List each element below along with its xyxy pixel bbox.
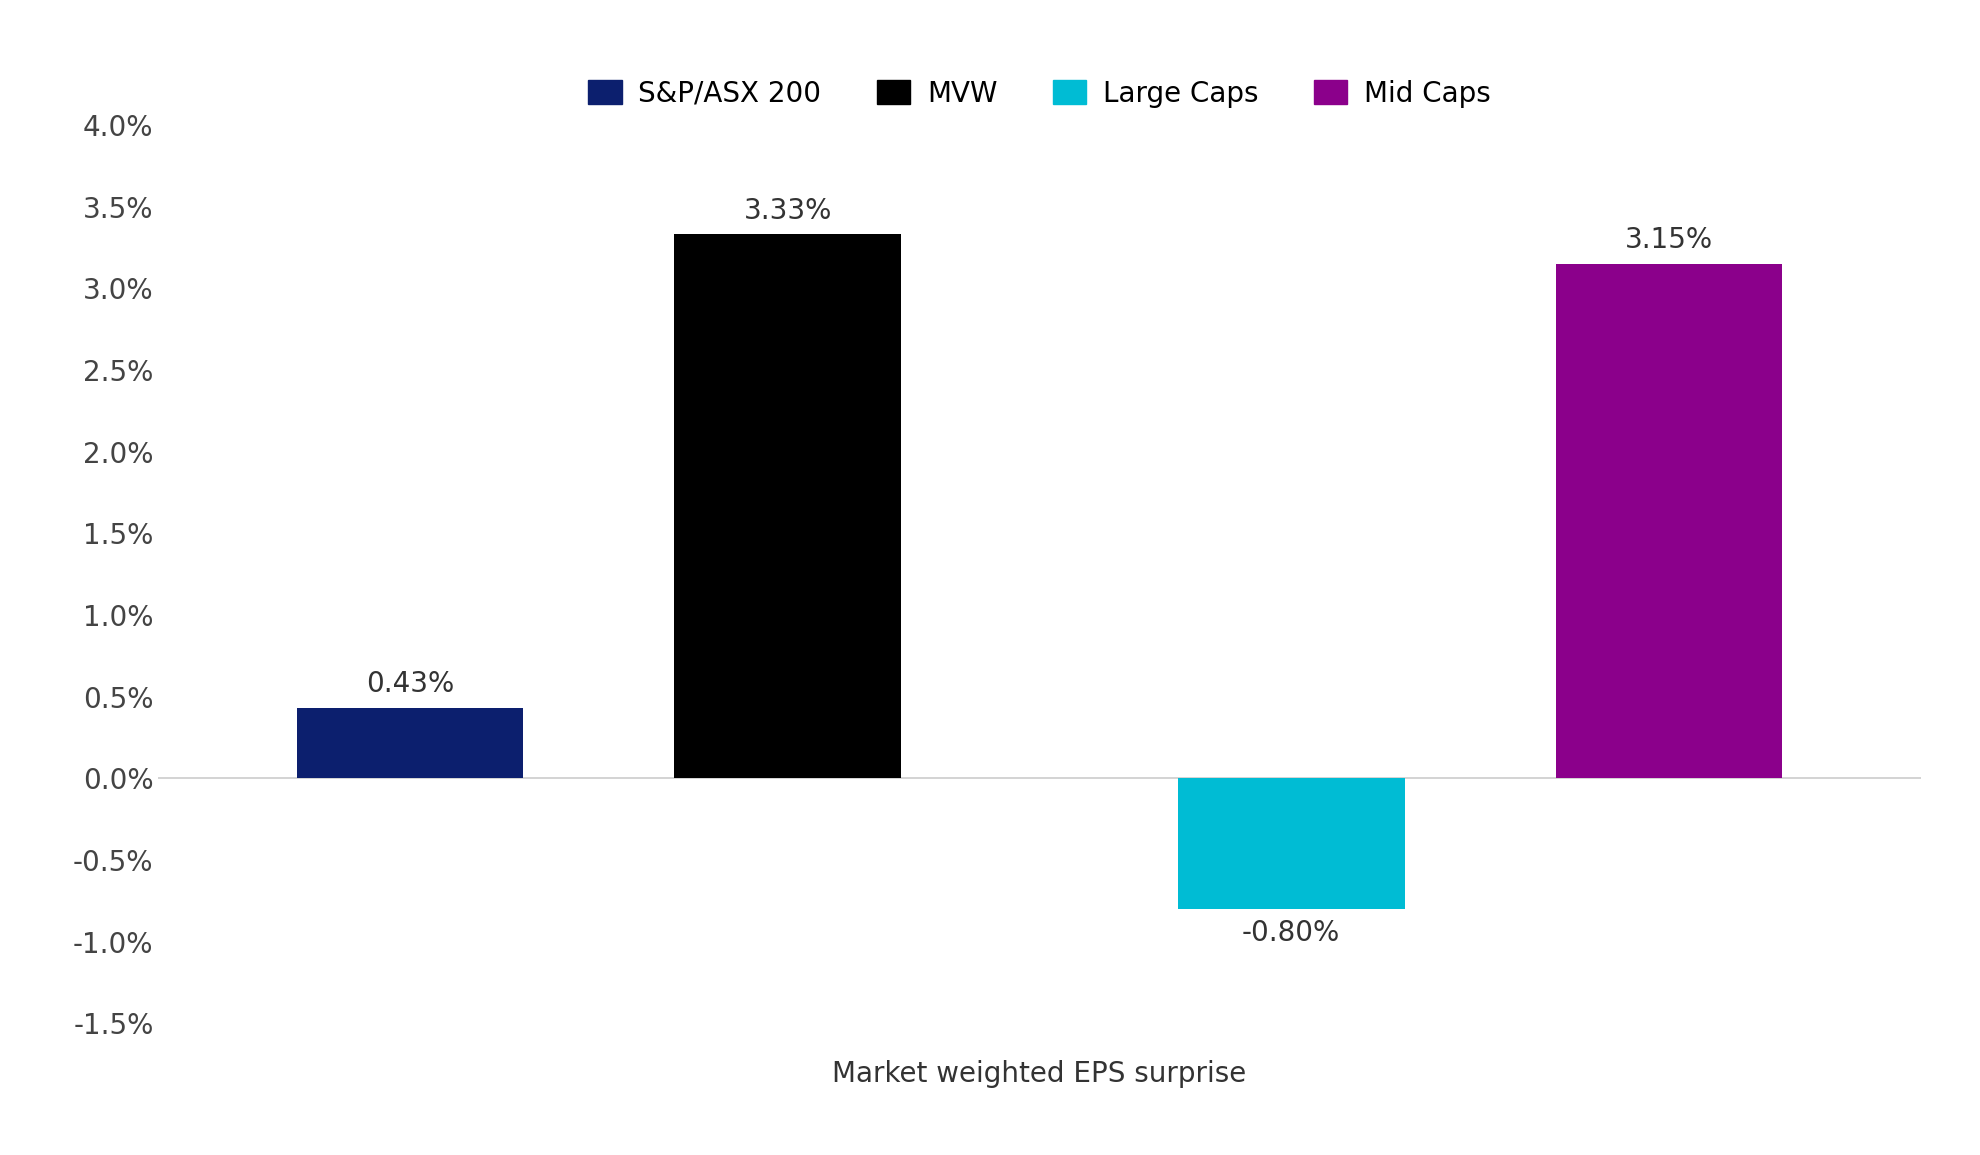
Text: -0.80%: -0.80% <box>1241 918 1340 947</box>
X-axis label: Market weighted EPS surprise: Market weighted EPS surprise <box>832 1060 1247 1088</box>
Legend: S&P/ASX 200, MVW, Large Caps, Mid Caps: S&P/ASX 200, MVW, Large Caps, Mid Caps <box>578 68 1501 119</box>
Bar <box>675 234 901 778</box>
Text: 0.43%: 0.43% <box>366 670 453 699</box>
Text: 3.15%: 3.15% <box>1626 226 1713 254</box>
Bar <box>297 708 523 778</box>
Bar <box>1178 778 1404 909</box>
Text: 3.33%: 3.33% <box>744 196 832 225</box>
Bar <box>1556 263 1782 778</box>
